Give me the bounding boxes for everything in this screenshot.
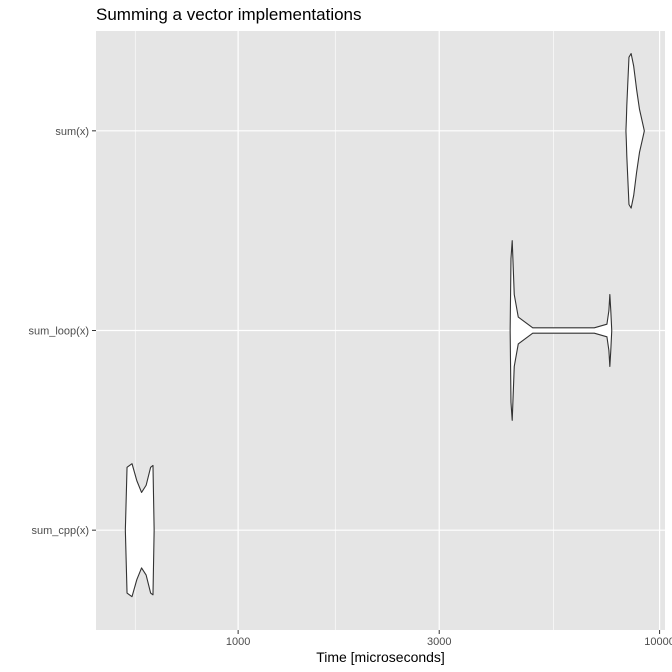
x-axis-title: Time [microseconds]	[316, 649, 445, 665]
y-tick-label-0: sum(x)	[55, 126, 89, 138]
violin-series	[124, 53, 645, 598]
x-tick-label-0: 1000	[226, 636, 250, 648]
violin-0	[625, 53, 645, 209]
y-axis: sum(x) sum_loop(x) sum_cpp(x)	[28, 126, 96, 537]
x-tick-label-2: 10000	[644, 636, 672, 648]
y-tick-label-2: sum_cpp(x)	[32, 525, 89, 537]
violin-2	[124, 463, 155, 598]
y-tick-label-1: sum_loop(x)	[28, 326, 89, 338]
violin-1	[509, 240, 613, 421]
x-tick-label-1: 3000	[427, 636, 451, 648]
x-axis: 1000 3000 10000	[226, 630, 672, 648]
chart-title: Summing a vector implementations	[96, 5, 362, 24]
